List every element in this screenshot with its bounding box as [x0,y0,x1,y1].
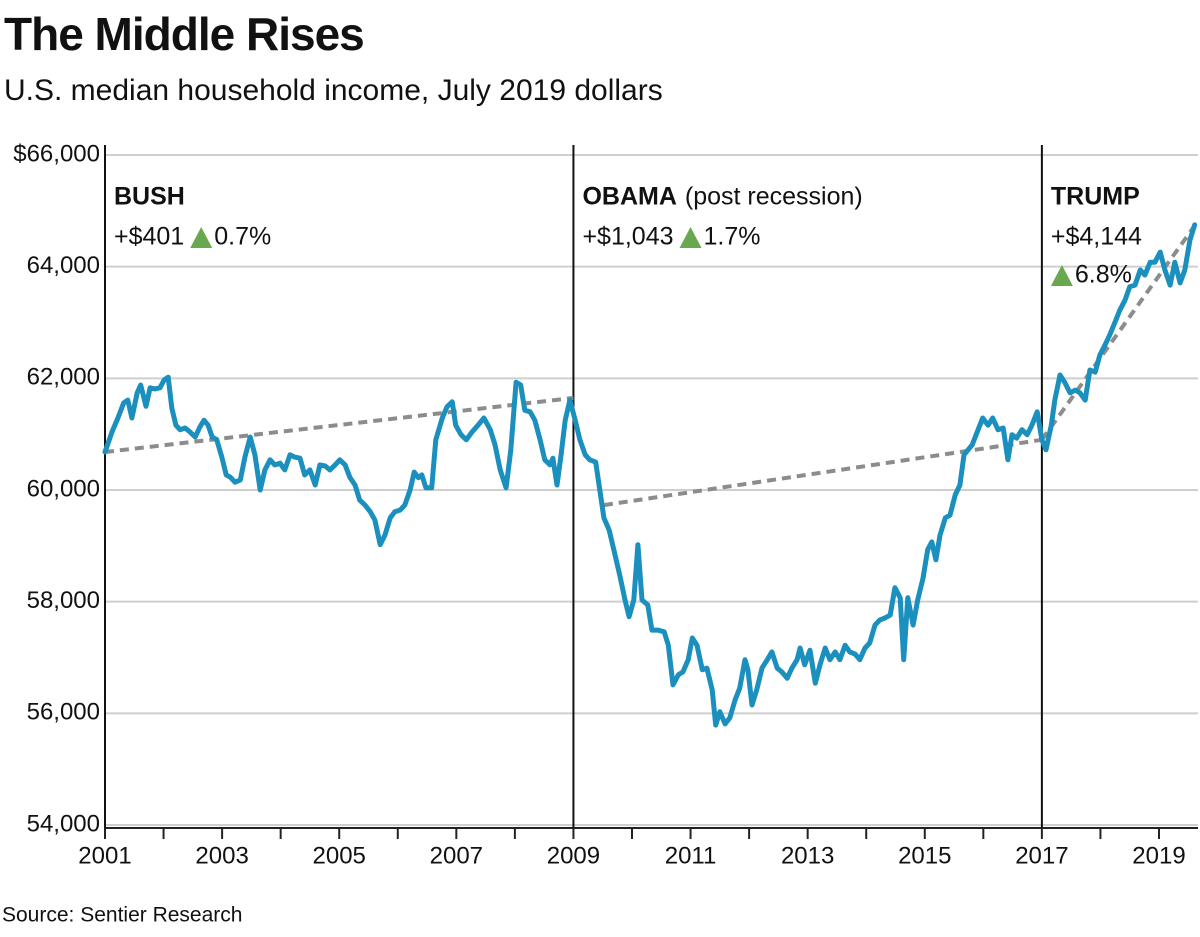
period-change: +$401 [114,223,184,251]
y-tick-label: 56,000 [27,699,100,726]
source: Source: Sentier Research [2,904,242,927]
up-triangle [679,227,702,248]
x-tick-label: 2009 [547,842,600,869]
period-percent: 6.8% [1075,261,1132,289]
period-change: +$4,144 [1051,223,1142,251]
period-percent: 0.7% [214,223,271,251]
x-tick-label: 2011 [665,842,717,869]
period-label: BUSH [114,183,185,211]
y-tick-label: 58,000 [27,587,100,614]
x-tick-label: 2007 [430,842,483,869]
x-tick-label: 2003 [195,842,248,869]
y-tick-label: 54,000 [27,810,100,837]
trend-line [603,437,1043,508]
up-triangle [190,227,213,248]
period-label: TRUMP [1051,183,1140,211]
x-tick-label: 2017 [1015,842,1068,869]
trend-line [1040,223,1197,441]
x-tick-label: 2015 [898,842,951,869]
period-percent: 1.7% [704,223,761,251]
y-tick-label: 60,000 [27,475,100,502]
chart-subtitle: U.S. median household income, July 2019 … [4,74,663,107]
y-tick-label: 62,000 [27,364,100,391]
up-triangle [1050,265,1073,286]
x-tick-label: 2001 [78,842,131,869]
period-change: +$1,043 [582,223,673,251]
period-sublabel: (post recession) [685,183,863,211]
income-line [102,222,1198,728]
y-tick-label: 64,000 [27,252,100,279]
period-label: OBAMA [582,183,676,211]
chart-title: The Middle Rises [4,8,364,60]
x-tick-label: 2019 [1132,842,1185,869]
x-tick-label: 2005 [313,842,366,869]
x-tick-label: 2013 [781,842,834,869]
trend-line [104,395,574,454]
y-tick-label: $66,000 [13,140,100,167]
